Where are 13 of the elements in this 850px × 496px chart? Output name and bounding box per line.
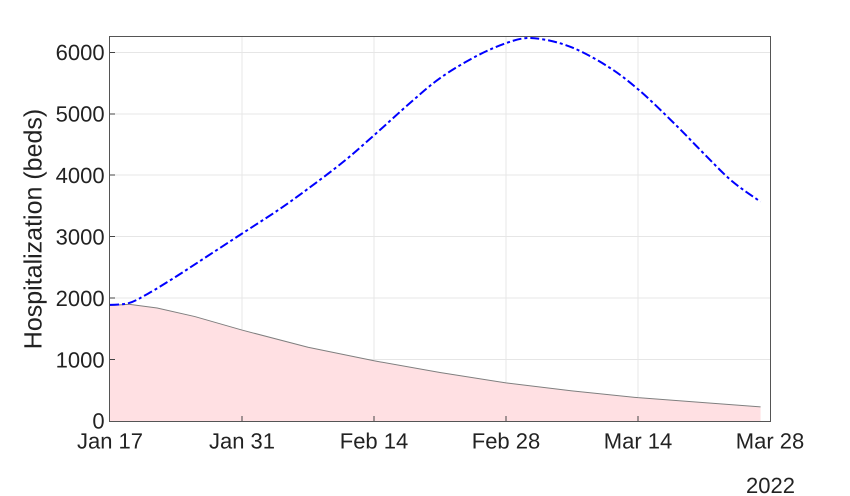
y-tick-label: 4000 (56, 162, 105, 188)
x-tick-label: Feb 14 (340, 428, 408, 454)
y-axis-title: Hospitalization (beds) (19, 108, 48, 350)
y-tick-label: 5000 (56, 102, 105, 126)
y-tick-label: 1000 (56, 347, 105, 372)
text: 2022 (746, 473, 795, 496)
y-tick-label: 2000 (56, 286, 105, 311)
y-tick-label: 6000 (56, 40, 105, 66)
x-tick-label: Jan 31 (208, 428, 276, 454)
x-tick-label: Mar 14 (604, 428, 672, 454)
y-tick-label: 3000 (56, 224, 105, 250)
x-tick-label: Mar 28 (736, 428, 804, 454)
x-tick-label: Feb 28 (472, 428, 540, 454)
